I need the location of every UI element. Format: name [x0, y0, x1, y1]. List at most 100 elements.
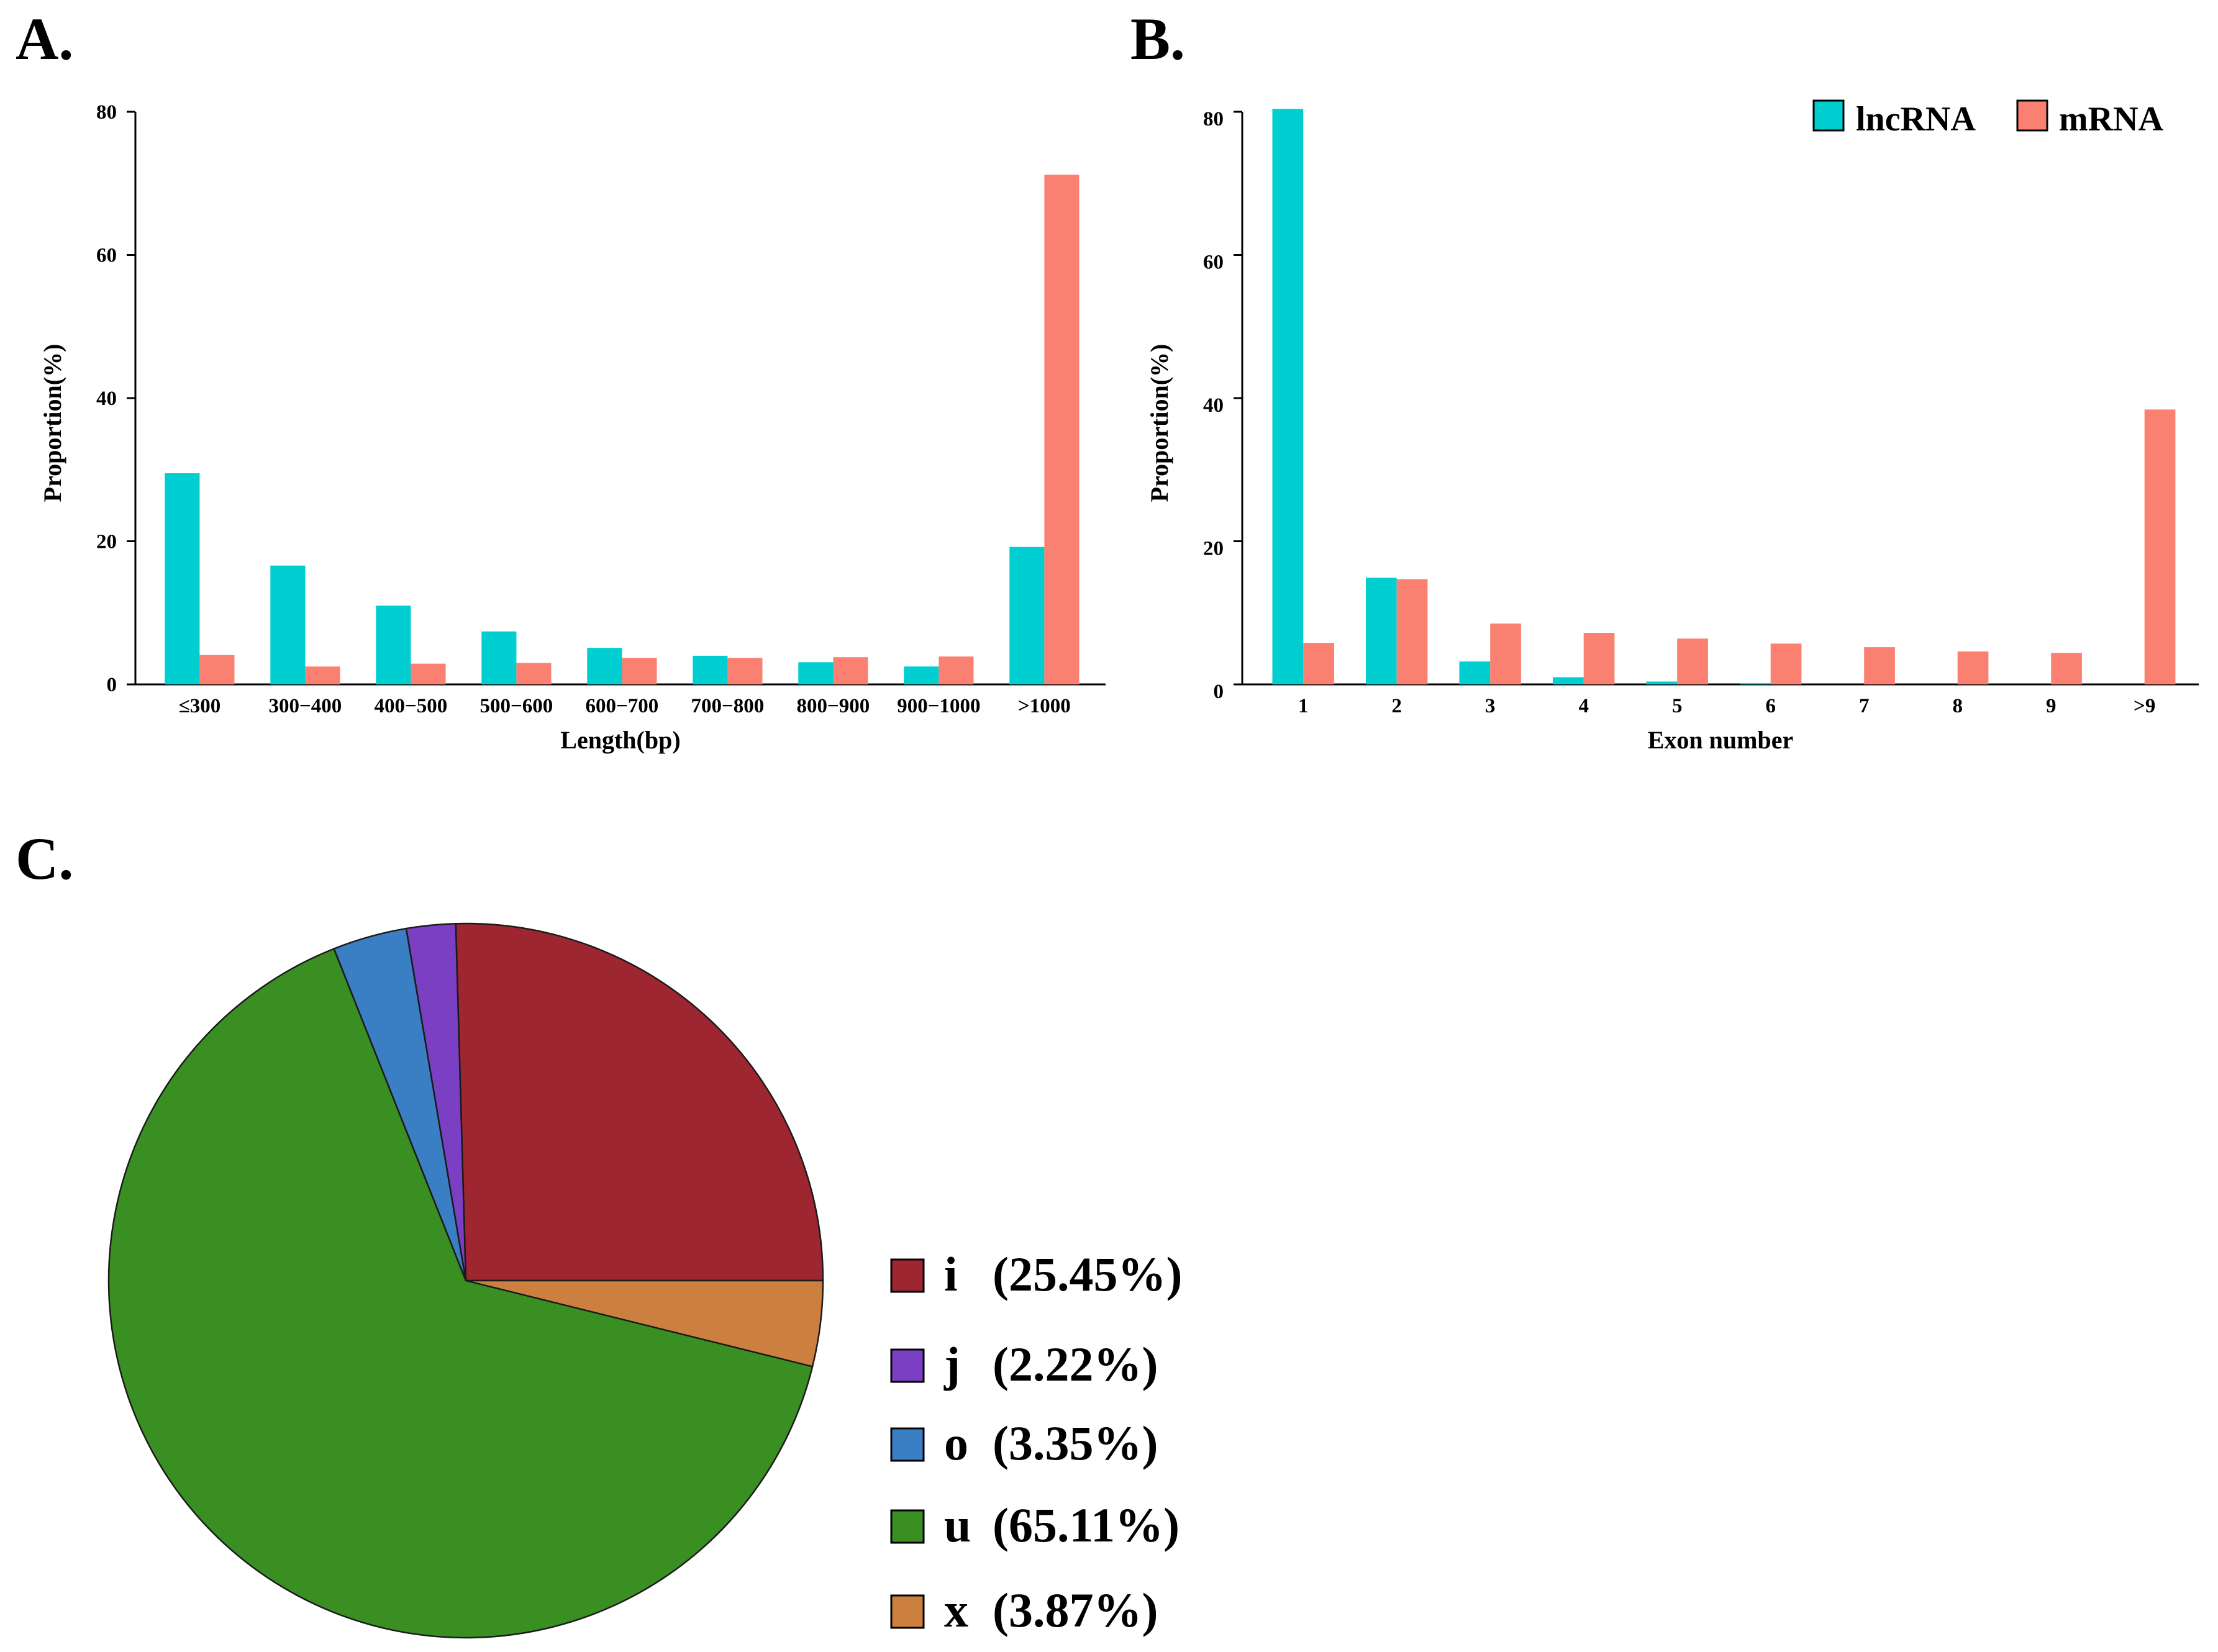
bar-lncrna-0 — [1272, 109, 1304, 684]
y-tick-label: 20 — [96, 531, 117, 553]
bar-mrna-0 — [199, 655, 235, 684]
pie-legend-value-i: (25.45%) — [993, 1247, 1182, 1301]
pie-legend-name-u: u — [944, 1498, 971, 1552]
bar-mrna-0 — [1303, 643, 1334, 684]
bar-lncrna-4 — [587, 648, 622, 684]
pie-slice-u — [107, 948, 814, 1639]
chart-a-labels: 0 20 40 60 80 ≤300 300−400 400−500 500−600 600−70… — [96, 101, 1071, 717]
pie-legend-name-o: o — [944, 1416, 968, 1470]
x-tick-label: 5 — [1672, 695, 1683, 717]
pie-slice-j — [405, 922, 467, 1281]
bar-mrna-8 — [2051, 653, 2082, 684]
bar-lncrna-0 — [165, 473, 200, 684]
bar-mrna-8 — [1044, 175, 1079, 684]
x-tick-label: 400−500 — [374, 695, 447, 717]
y-tick-label: 40 — [1203, 394, 1224, 417]
x-tick-label: 700−800 — [691, 695, 764, 717]
x-tick-label: 3 — [1485, 695, 1496, 717]
pie-legend-value-x: (3.87%) — [993, 1583, 1158, 1637]
y-tick-label: 80 — [96, 101, 117, 124]
legend-swatch-mrna — [2016, 99, 2048, 132]
panel-c-label: C. — [16, 825, 73, 892]
x-tick-label: >1000 — [1018, 695, 1071, 717]
bar-lncrna-1 — [270, 565, 306, 684]
y-tick-label: 40 — [96, 388, 117, 410]
pie-legend-value-u: (65.11%) — [993, 1498, 1179, 1552]
bar-mrna-5 — [727, 658, 763, 684]
pie-legend-swatch-u — [890, 1509, 925, 1544]
bar-mrna-4 — [622, 658, 657, 684]
x-tick-label: 2 — [1391, 695, 1402, 717]
chart-a-ylabel: Proportion(%) — [39, 344, 66, 502]
y-tick-label: 20 — [1203, 538, 1224, 560]
panel-b-label: B. — [1130, 6, 1185, 72]
x-tick-label: 300−400 — [268, 695, 342, 717]
pie-legend-name-x: x — [944, 1583, 968, 1637]
bar-mrna-7 — [1957, 651, 1989, 684]
x-tick-label: 500−600 — [480, 695, 553, 717]
x-tick-label: 600−700 — [585, 695, 658, 717]
y-tick-label: 80 — [1203, 108, 1224, 130]
x-tick-label: 9 — [2046, 695, 2057, 717]
bar-mrna-5 — [1770, 643, 1802, 684]
y-tick-label: 60 — [1203, 252, 1224, 274]
bar-lncrna-4 — [1646, 681, 1678, 684]
bar-mrna-1 — [1396, 579, 1428, 684]
legend-swatch-lncrna — [1812, 99, 1845, 132]
bar-mrna-9 — [2144, 409, 2176, 684]
pie-slice-i — [455, 922, 824, 1282]
chart-c-slices — [107, 922, 824, 1639]
chart-b-xlabel: Exon number — [1648, 726, 1794, 754]
chart-c-legend: i (25.45%) j (2.22%) o (3.35%) u (65.11%) x (3.87… — [890, 1247, 1182, 1637]
y-tick-label: 60 — [96, 245, 117, 267]
chart-b-ylabel: Proportion(%) — [1145, 344, 1173, 502]
pie-legend-name-i: i — [944, 1247, 958, 1301]
pie-legend-swatch-i — [890, 1258, 925, 1293]
chart-b-bars — [1272, 109, 2176, 684]
bar-lncrna-7 — [904, 666, 939, 684]
bar-mrna-7 — [939, 656, 974, 684]
pie-legend-value-j: (2.22%) — [993, 1337, 1158, 1391]
panel-a-label: A. — [16, 6, 73, 72]
x-tick-label: 8 — [1952, 695, 1963, 717]
x-tick-label: 1 — [1298, 695, 1309, 717]
bar-lncrna-2 — [376, 606, 411, 684]
x-tick-label: ≤300 — [179, 695, 221, 717]
pie-legend-swatch-o — [890, 1427, 925, 1462]
legend-label-lncrna: lncRNA — [1856, 100, 1976, 138]
bar-mrna-3 — [516, 663, 552, 684]
bar-lncrna-2 — [1459, 661, 1491, 684]
bar-lncrna-3 — [481, 631, 517, 684]
x-tick-label: 900−1000 — [897, 695, 980, 717]
bar-mrna-3 — [1583, 633, 1615, 684]
x-tick-label: 800−900 — [796, 695, 870, 717]
bar-lncrna-8 — [1009, 547, 1045, 684]
bar-mrna-2 — [1490, 624, 1521, 684]
bar-lncrna-5 — [693, 655, 728, 684]
bar-mrna-1 — [305, 666, 340, 684]
x-tick-label: 6 — [1765, 695, 1776, 717]
x-tick-label: >9 — [2134, 695, 2155, 717]
length-distribution-chart: 0 20 40 60 80 ≤300 300−400 400−500 500−600 600−70… — [39, 101, 1106, 754]
class-code-pie-chart: i (25.45%) j (2.22%) o (3.35%) u (65.11%) x (3.87… — [107, 922, 1182, 1639]
chart-b-labels: 0 20 40 60 80 1 2 3 4 5 6 7 8 9 >9 — [1203, 108, 2155, 717]
pie-legend-swatch-j — [890, 1348, 925, 1383]
chart-a-xlabel: Length(bp) — [560, 726, 680, 754]
bar-mrna-6 — [1864, 647, 1895, 684]
bar-lncrna-6 — [798, 662, 834, 684]
legend-label-mrna: mRNA — [2059, 100, 2164, 138]
pie-legend-name-j: j — [943, 1337, 960, 1391]
pie-legend-swatch-x — [890, 1594, 925, 1629]
y-tick-label: 0 — [107, 674, 117, 696]
bar-lncrna-1 — [1366, 578, 1397, 684]
x-tick-label: 7 — [1859, 695, 1870, 717]
bar-lncrna-3 — [1553, 677, 1584, 684]
bar-mrna-4 — [1677, 638, 1708, 684]
bar-mrna-6 — [833, 657, 868, 684]
y-tick-label: 0 — [1214, 681, 1224, 703]
chart-b-legend: lncRNA mRNA — [1812, 99, 2164, 138]
bar-mrna-2 — [411, 663, 446, 684]
x-tick-label: 4 — [1578, 695, 1589, 717]
pie-legend-value-o: (3.35%) — [993, 1416, 1158, 1470]
chart-a-bars — [165, 175, 1079, 684]
